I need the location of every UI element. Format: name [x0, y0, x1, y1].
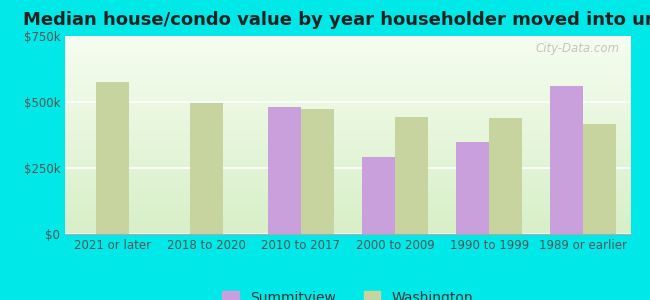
Bar [190, 103, 223, 234]
Bar [584, 124, 616, 234]
Bar [96, 82, 129, 234]
Bar [300, 109, 333, 234]
Bar [362, 158, 395, 234]
Bar [456, 142, 489, 234]
Legend: Summitview, Washington: Summitview, Washington [217, 285, 478, 300]
Bar [551, 86, 584, 234]
Bar [395, 116, 428, 234]
Bar [268, 107, 300, 234]
Text: City-Data.com: City-Data.com [535, 42, 619, 55]
Title: Median house/condo value by year householder moved into unit: Median house/condo value by year househo… [23, 11, 650, 29]
Bar [489, 118, 522, 234]
